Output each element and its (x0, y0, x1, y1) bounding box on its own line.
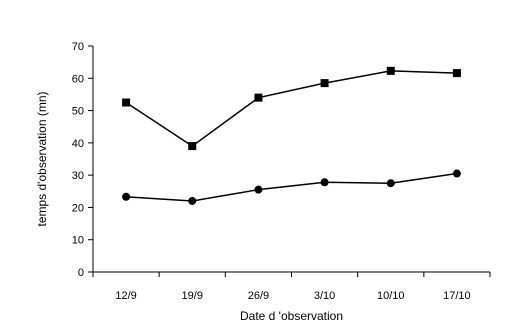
y-tick-label: 0 (78, 267, 84, 279)
x-tick-label: 26/9 (248, 290, 269, 302)
data-point (320, 178, 329, 187)
series-layer (122, 66, 461, 205)
data-point (122, 192, 131, 201)
x-tick-label: 19/9 (182, 290, 203, 302)
series-line (126, 172, 458, 202)
x-ticks: 12/9 19/9 26/9 3/10 10/10 17/10 (92, 272, 491, 302)
x-tick-label: 3/10 (314, 290, 335, 302)
data-point (254, 185, 263, 194)
data-point (188, 142, 197, 151)
y-axis-title: temps d'observation (mn) (35, 91, 49, 226)
y-tick-label: 60 (72, 73, 84, 85)
data-point (254, 93, 263, 102)
data-point (452, 69, 461, 78)
x-tick-label: 10/10 (377, 290, 405, 302)
series-1 (122, 66, 461, 151)
data-point (188, 196, 197, 205)
y-tick-label: 30 (72, 170, 84, 182)
x-axis-title: Date d 'observation (240, 309, 343, 323)
data-point (320, 79, 329, 88)
data-point (452, 169, 461, 178)
data-point (122, 98, 131, 107)
y-tick-label: 70 (72, 41, 84, 53)
x-tick-label: 12/9 (115, 290, 136, 302)
y-tick-label: 50 (72, 106, 84, 118)
axes (92, 46, 490, 273)
series-2 (122, 169, 461, 205)
data-point (386, 179, 395, 188)
y-tick-label: 20 (72, 202, 84, 214)
y-ticks: 0 10 20 30 40 50 60 70 (72, 41, 93, 279)
y-tick-label: 40 (72, 138, 84, 150)
series-line (125, 70, 457, 147)
y-tick-label: 10 (72, 235, 84, 247)
x-tick-label: 17/10 (443, 290, 471, 302)
data-point (386, 66, 395, 75)
